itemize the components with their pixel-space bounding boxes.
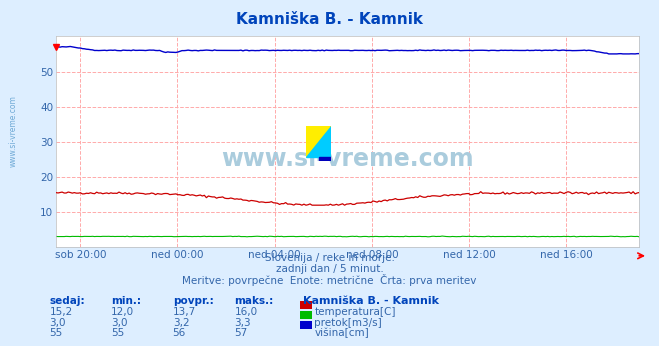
Text: povpr.:: povpr.: <box>173 296 214 306</box>
Text: temperatura[C]: temperatura[C] <box>314 307 396 317</box>
Text: 3,2: 3,2 <box>173 318 189 328</box>
Text: 3,0: 3,0 <box>111 318 127 328</box>
Text: 3,0: 3,0 <box>49 318 66 328</box>
Text: 55: 55 <box>49 328 63 338</box>
Text: pretok[m3/s]: pretok[m3/s] <box>314 318 382 328</box>
Text: www.si-vreme.com: www.si-vreme.com <box>9 95 18 167</box>
Text: Slovenija / reke in morje.: Slovenija / reke in morje. <box>264 253 395 263</box>
Text: Meritve: povrpečne  Enote: metrične  Črta: prva meritev: Meritve: povrpečne Enote: metrične Črta:… <box>183 274 476 286</box>
Text: 55: 55 <box>111 328 124 338</box>
Polygon shape <box>306 126 331 157</box>
Text: sedaj:: sedaj: <box>49 296 85 306</box>
Text: višina[cm]: višina[cm] <box>314 328 369 338</box>
Text: www.si-vreme.com: www.si-vreme.com <box>221 147 474 171</box>
Text: 3,3: 3,3 <box>235 318 251 328</box>
Text: 57: 57 <box>235 328 248 338</box>
Text: zadnji dan / 5 minut.: zadnji dan / 5 minut. <box>275 264 384 274</box>
Text: 12,0: 12,0 <box>111 307 134 317</box>
Text: 56: 56 <box>173 328 186 338</box>
Text: 13,7: 13,7 <box>173 307 196 317</box>
Text: min.:: min.: <box>111 296 141 306</box>
Polygon shape <box>319 157 331 178</box>
Text: 16,0: 16,0 <box>235 307 258 317</box>
Text: maks.:: maks.: <box>235 296 274 306</box>
Text: 15,2: 15,2 <box>49 307 72 317</box>
Polygon shape <box>306 126 331 157</box>
Text: Kamniška B. - Kamnik: Kamniška B. - Kamnik <box>236 12 423 27</box>
Text: Kamniška B. - Kamnik: Kamniška B. - Kamnik <box>303 296 439 306</box>
